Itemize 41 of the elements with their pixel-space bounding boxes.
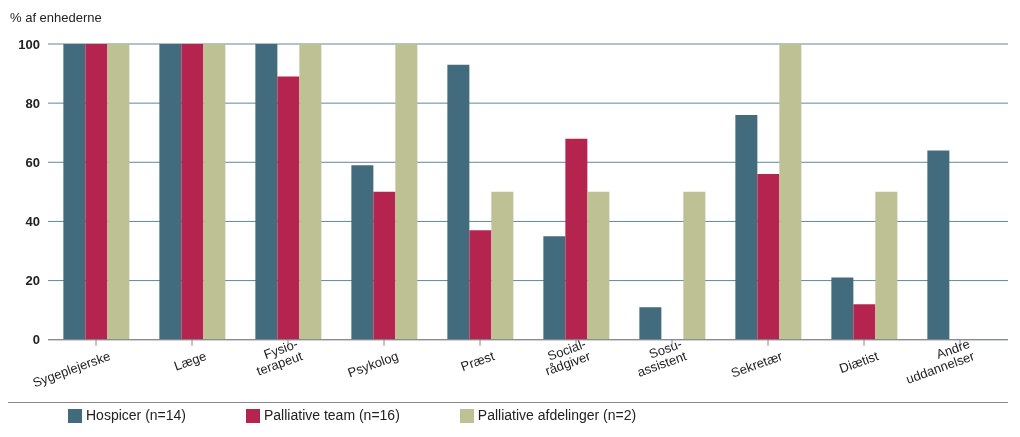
- bar: [159, 44, 182, 340]
- y-tick-label: 60: [25, 154, 40, 170]
- bar: [277, 76, 300, 340]
- bar: [683, 191, 706, 340]
- bar: [255, 44, 278, 340]
- bar: [587, 191, 610, 340]
- bar: [351, 165, 374, 340]
- legend-label: Palliative afdelinger (n=2): [477, 406, 637, 423]
- bar: [565, 138, 588, 340]
- bar: [85, 44, 108, 340]
- bar: [447, 64, 470, 340]
- bar: [639, 307, 662, 340]
- x-tick-label: Diætist: [837, 348, 881, 377]
- bar: [491, 191, 514, 340]
- x-tick-label: Læge: [172, 348, 209, 374]
- y-axis-title: % af enhederne: [10, 10, 102, 25]
- bar: [299, 44, 322, 340]
- bar: [735, 114, 758, 340]
- y-tick-label: 40: [25, 214, 40, 230]
- bar: [543, 236, 566, 340]
- y-tick-label: 100: [18, 36, 40, 52]
- bar: [107, 44, 130, 340]
- bar: [927, 150, 950, 340]
- x-tick-label: Social- rådgiver: [543, 335, 594, 379]
- bar: [373, 191, 396, 340]
- y-tick-label: 20: [25, 273, 40, 289]
- y-tick-label: 0: [32, 332, 40, 348]
- bar: [395, 44, 418, 340]
- bar: [757, 174, 780, 340]
- y-tick-label: 80: [25, 95, 40, 111]
- bar: [469, 230, 492, 340]
- x-tick-label: Præst: [458, 348, 497, 375]
- bar: [853, 304, 876, 340]
- bar: [203, 44, 226, 340]
- bar: [875, 191, 898, 340]
- legend-label: Palliative team (n=16): [264, 406, 400, 423]
- bar: [63, 44, 86, 340]
- bar: [831, 277, 854, 340]
- bar: [181, 44, 204, 340]
- legend-label: Hospicer (n=14): [86, 406, 186, 423]
- bar: [779, 44, 802, 340]
